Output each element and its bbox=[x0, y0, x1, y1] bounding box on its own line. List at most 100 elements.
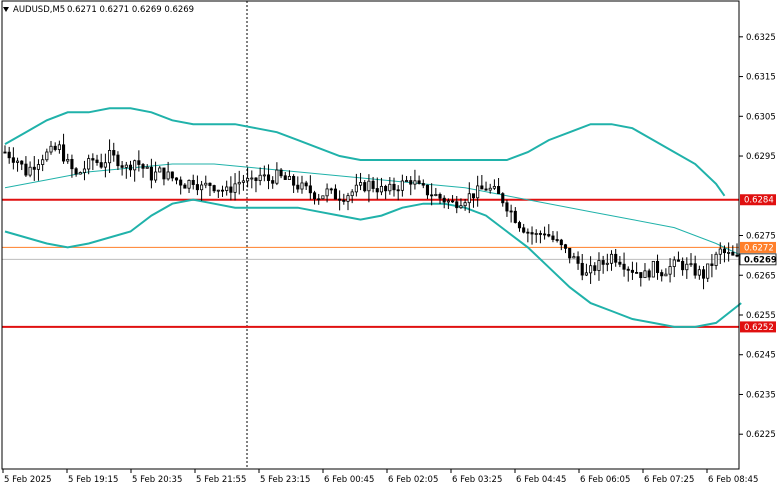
x-tick-label: 6 Feb 04:45 bbox=[516, 475, 566, 485]
candle-body bbox=[325, 188, 329, 197]
candle-body bbox=[191, 179, 195, 185]
candle-body bbox=[451, 200, 455, 203]
candle bbox=[417, 175, 421, 185]
candle-body bbox=[689, 263, 693, 266]
candle bbox=[438, 192, 442, 204]
candle bbox=[530, 226, 534, 245]
candle bbox=[409, 176, 413, 196]
chart-header: AUDUSD,M5 0.6271 0.6271 0.6269 0.6269 bbox=[3, 5, 194, 15]
candle-body bbox=[400, 180, 404, 191]
candle-body bbox=[459, 205, 463, 209]
candle-body bbox=[710, 263, 714, 266]
candle-body bbox=[409, 180, 413, 185]
candle-body bbox=[74, 168, 78, 175]
candle-body bbox=[87, 158, 91, 170]
candle bbox=[517, 220, 522, 232]
candle bbox=[425, 184, 430, 200]
candle bbox=[697, 265, 701, 280]
candle-body bbox=[128, 164, 133, 171]
candle-body bbox=[476, 185, 480, 199]
candle bbox=[635, 262, 639, 274]
candle-body bbox=[731, 251, 735, 256]
level-label-box bbox=[739, 253, 777, 266]
dropdown-triangle-icon[interactable] bbox=[3, 7, 9, 12]
candle bbox=[28, 161, 32, 178]
candle-body bbox=[241, 180, 245, 183]
candle-body bbox=[706, 263, 710, 279]
candle bbox=[630, 261, 634, 280]
candle bbox=[279, 168, 283, 179]
candle-body bbox=[722, 248, 727, 254]
candle bbox=[563, 243, 568, 254]
candle bbox=[91, 153, 95, 171]
candle-body bbox=[559, 239, 563, 246]
candle-body bbox=[112, 150, 116, 156]
x-tick-label: 6 Feb 02:05 bbox=[388, 475, 438, 485]
ohlc-values: 0.6271 0.6271 0.6269 0.6269 bbox=[67, 5, 194, 15]
candle-body bbox=[509, 210, 513, 213]
candle-body bbox=[417, 180, 421, 184]
candle bbox=[103, 153, 107, 178]
candle-body bbox=[304, 182, 308, 187]
candle-body bbox=[471, 193, 476, 199]
candle bbox=[317, 193, 321, 205]
candle bbox=[543, 226, 547, 240]
candle-body bbox=[24, 163, 28, 176]
candle-body bbox=[78, 172, 82, 175]
candle-body bbox=[672, 259, 676, 267]
candle-body bbox=[480, 185, 484, 190]
candle bbox=[36, 159, 41, 181]
candle bbox=[501, 192, 505, 207]
candle-body bbox=[463, 202, 467, 207]
candle bbox=[3, 145, 7, 154]
candle-body bbox=[95, 159, 99, 163]
candle bbox=[722, 245, 727, 263]
symbol-label: AUDUSD,M5 bbox=[13, 5, 65, 15]
level-label-box bbox=[740, 194, 776, 206]
candle-body bbox=[614, 253, 618, 263]
candle bbox=[584, 263, 588, 277]
candle bbox=[78, 171, 82, 175]
candle-body bbox=[513, 210, 517, 223]
candle-body bbox=[124, 164, 128, 168]
candle bbox=[170, 171, 174, 182]
candle-body bbox=[438, 194, 442, 199]
candle-body bbox=[15, 160, 20, 163]
candle bbox=[149, 158, 153, 189]
candle-body bbox=[162, 167, 166, 180]
candle bbox=[459, 198, 463, 209]
x-tick-label: 5 Feb 23:15 bbox=[260, 475, 310, 485]
y-tick-label: 0.6325 bbox=[746, 33, 776, 43]
candle-body bbox=[3, 151, 7, 154]
candle bbox=[434, 187, 438, 197]
candle-body bbox=[49, 145, 53, 153]
candle-body bbox=[133, 160, 137, 171]
candle bbox=[179, 176, 183, 195]
candle bbox=[555, 231, 559, 243]
candle bbox=[108, 139, 112, 174]
candle bbox=[258, 167, 262, 186]
candle-body bbox=[108, 150, 112, 164]
candle-body bbox=[501, 193, 505, 204]
candle-body bbox=[635, 271, 639, 274]
candle-body bbox=[467, 193, 471, 204]
candle-body bbox=[62, 144, 66, 162]
candle bbox=[534, 229, 538, 243]
y-tick-label: 0.6305 bbox=[746, 112, 776, 122]
candle-body bbox=[271, 180, 275, 184]
candle-body bbox=[308, 185, 312, 194]
candle bbox=[651, 260, 655, 278]
candle bbox=[329, 187, 333, 194]
candle-body bbox=[727, 251, 731, 254]
candle-body bbox=[7, 151, 11, 159]
candle bbox=[20, 160, 24, 171]
candle-body bbox=[714, 253, 718, 266]
candle bbox=[522, 223, 526, 234]
candle bbox=[338, 190, 342, 211]
candle-body bbox=[647, 270, 651, 278]
candle bbox=[128, 160, 133, 177]
candle bbox=[208, 182, 212, 197]
candle-body bbox=[522, 227, 526, 233]
candle bbox=[647, 268, 651, 281]
